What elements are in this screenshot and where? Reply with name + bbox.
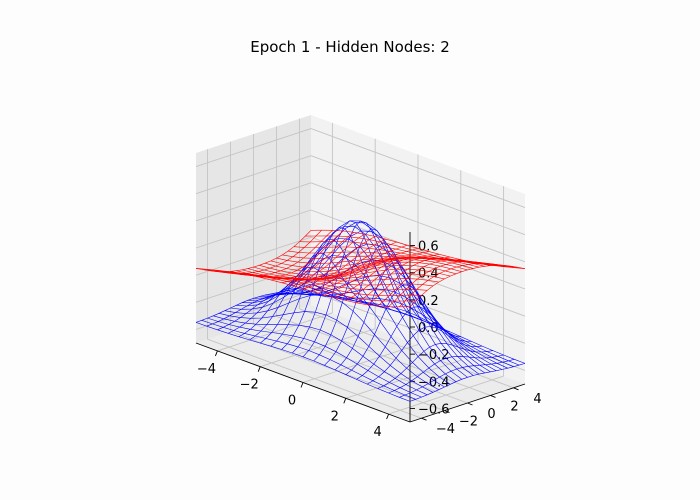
wireframe-line — [299, 287, 514, 367]
axes-grid — [195, 118, 526, 419]
x-tick-mark — [214, 350, 218, 357]
y-tick-mark — [490, 394, 496, 398]
z-tick-label: −0.4 — [418, 375, 450, 390]
grid-line-z-side — [195, 291, 312, 330]
x-tick-label: 4 — [373, 425, 381, 440]
wireframe-line — [313, 251, 429, 293]
wireframe-line — [388, 354, 504, 394]
y-tick-label: −4 — [436, 422, 455, 437]
wireframe-line — [310, 229, 526, 269]
wireframe-line — [293, 246, 508, 267]
wireframe-line — [253, 259, 468, 278]
wireframe-line — [409, 264, 526, 307]
grid-line-z-back — [310, 209, 526, 290]
wireframe-line — [313, 228, 429, 362]
x-tick-mark — [300, 382, 304, 388]
wireframe-line — [409, 363, 526, 402]
grid-line-z-back — [310, 236, 526, 317]
y-tick-mark — [467, 402, 473, 406]
grid-line-z-side — [195, 128, 312, 167]
grid-line-z-side — [195, 155, 312, 195]
y-tick-label: −2 — [459, 415, 478, 430]
wireframe-line — [377, 342, 493, 389]
x-tick-mark — [386, 413, 390, 420]
grid-line-z-back — [310, 155, 526, 236]
y-tick-label: 4 — [533, 392, 541, 407]
wireframe-line — [259, 257, 474, 276]
x-tick-label: −2 — [240, 378, 259, 393]
wireframe-series — [195, 220, 526, 402]
chart-title: Epoch 1 - Hidden Nodes: 2 — [250, 38, 450, 56]
z-tick-label: −0.6 — [418, 402, 450, 417]
grid-line-z-side — [195, 182, 312, 222]
x-tick-label: −4 — [197, 362, 216, 377]
wireframe-surfaces — [195, 220, 526, 402]
grid-line-y-floor — [207, 338, 422, 419]
y-tick-label: 2 — [510, 399, 518, 414]
wireframe-line — [324, 242, 440, 366]
grid-line-z-side — [195, 209, 312, 249]
wireframe-line — [253, 220, 468, 378]
y-tick-mark — [421, 417, 427, 421]
x-tick-mark — [343, 398, 347, 404]
grid-line-z-side — [195, 263, 312, 303]
wireframe-line — [399, 359, 515, 398]
wireframe-line — [264, 230, 480, 375]
y-tick-mark — [444, 410, 450, 414]
wireframe-line — [367, 326, 483, 385]
wireframe-line — [305, 285, 520, 366]
wireframe-series — [195, 229, 526, 308]
grid-line-z-back — [310, 182, 526, 263]
y-tick-mark — [513, 387, 519, 391]
x-tick-label: 0 — [288, 394, 296, 409]
z-tick-label: 0.6 — [418, 240, 439, 255]
x-tick-label: 2 — [331, 409, 339, 424]
grid-line-z-side — [195, 236, 312, 276]
wireframe-line — [324, 254, 440, 296]
grid-line-z-back — [310, 128, 526, 208]
z-tick-label: −0.2 — [418, 348, 450, 363]
wireframe-line — [293, 288, 508, 369]
wireframe-line — [287, 288, 503, 370]
wireframe-line — [399, 263, 515, 308]
x-tick-mark — [257, 366, 261, 372]
y-tick-label: 0 — [487, 407, 495, 422]
grid-line-y-floor — [253, 323, 468, 404]
